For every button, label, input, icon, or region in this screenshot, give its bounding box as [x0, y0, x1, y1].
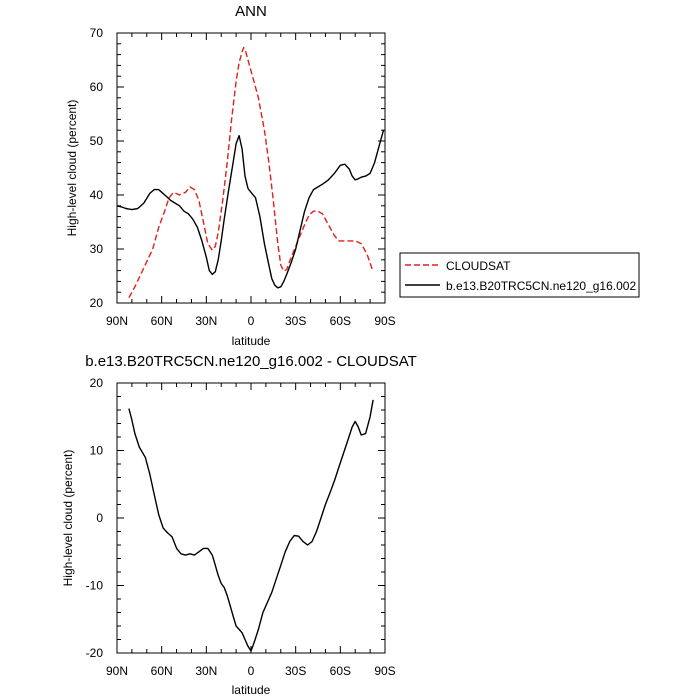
top-y-tick-label: 30: [90, 242, 104, 256]
bottom-chart-title: b.e13.B20TRC5CN.ne120_g16.002 - CLOUDSAT: [85, 353, 417, 370]
top-x-tick-label: 30N: [195, 314, 217, 328]
top-series-line-1: [116, 130, 385, 289]
top-chart-panel: ANN 90N 60N 30N 0 30S 60S 90S 20 30 40 50 60 70 lati…: [65, 3, 396, 348]
bottom-chart-ticks: 90N 60N 30N 0 30S 60S 90S -20 -10 0 10 20: [86, 376, 396, 678]
top-x-tick-label: 90N: [106, 314, 128, 328]
bottom-x-tick-label: 90N: [106, 664, 128, 678]
top-chart-title: ANN: [235, 3, 267, 20]
top-y-tick-label: 70: [90, 26, 104, 40]
top-chart-ticks: 90N 60N 30N 0 30S 60S 90S 20 30 40 50 60 70: [90, 26, 396, 328]
top-y-tick-label: 50: [90, 134, 104, 148]
top-x-tick-label: 0: [248, 314, 255, 328]
top-y-tick-label: 40: [90, 188, 104, 202]
top-y-tick-label: 20: [90, 296, 104, 310]
top-chart-y-label: High-level cloud (percent): [65, 100, 79, 237]
top-series-line-0: [128, 46, 374, 298]
legend-box: [399, 252, 640, 298]
bottom-chart-frame: [116, 382, 386, 654]
top-x-tick-label: 30S: [285, 314, 306, 328]
bottom-y-tick-label: 10: [90, 444, 104, 458]
bottom-y-tick-label: 20: [90, 376, 104, 390]
bottom-x-tick-label: 90S: [374, 664, 395, 678]
bottom-x-tick-label: 0: [248, 664, 255, 678]
bottom-y-tick-label: -20: [86, 646, 104, 660]
top-chart-frame: [116, 32, 386, 304]
bottom-chart-series: [128, 399, 374, 652]
bottom-x-tick-label: 60N: [151, 664, 173, 678]
top-y-tick-label: 60: [90, 80, 104, 94]
top-x-tick-label: 60S: [330, 314, 351, 328]
bottom-chart-x-label: latitude: [232, 683, 271, 697]
legend: CLOUDSAT b.e13.B20TRC5CN.ne120_g16.002: [399, 252, 640, 298]
top-chart-x-label: latitude: [232, 334, 271, 348]
bottom-x-tick-label: 30S: [285, 664, 306, 678]
top-x-tick-label: 90S: [374, 314, 395, 328]
bottom-y-tick-label: -10: [86, 579, 104, 593]
legend-cloudsat-label: CLOUDSAT: [446, 259, 511, 273]
bottom-x-tick-label: 60S: [330, 664, 351, 678]
bottom-series-line-0: [128, 399, 374, 652]
top-x-tick-label: 60N: [151, 314, 173, 328]
bottom-x-tick-label: 30N: [195, 664, 217, 678]
legend-model-label: b.e13.B20TRC5CN.ne120_g16.002: [446, 279, 636, 293]
bottom-y-tick-label: 0: [96, 511, 103, 525]
bottom-chart-panel: b.e13.B20TRC5CN.ne120_g16.002 - CLOUDSAT…: [61, 353, 417, 697]
top-chart-series: [116, 46, 385, 298]
bottom-chart-y-label: High-level cloud (percent): [61, 450, 75, 587]
